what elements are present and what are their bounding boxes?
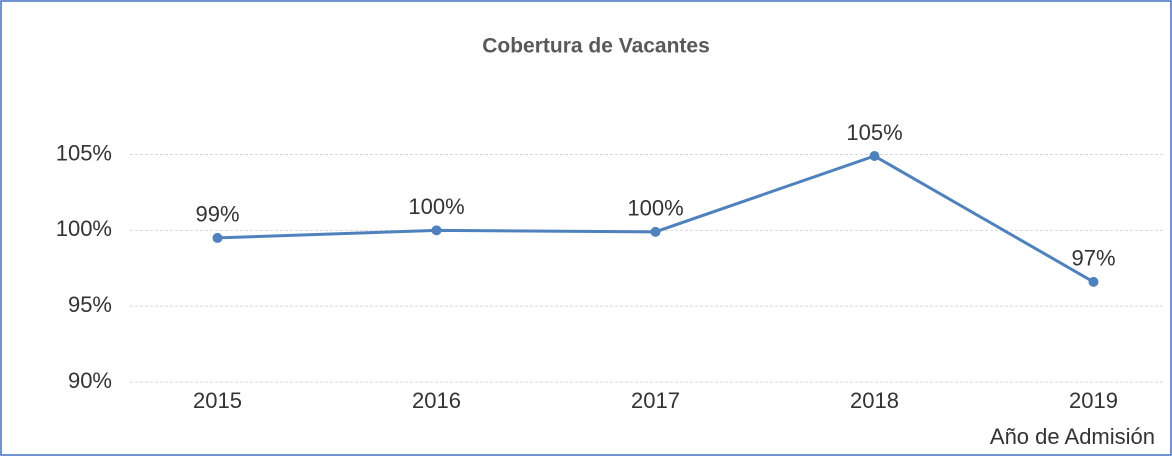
data-point <box>1088 276 1099 287</box>
x-tick-label: 2016 <box>412 388 461 413</box>
data-point <box>650 226 661 237</box>
x-tick-label: 2019 <box>1069 388 1118 413</box>
y-tick-label: 90% <box>68 368 112 393</box>
data-point <box>212 232 223 243</box>
x-tick-label: 2015 <box>193 388 242 413</box>
data-label: 100% <box>627 196 683 221</box>
data-label: 97% <box>1071 246 1115 271</box>
y-tick-label: 100% <box>56 216 112 241</box>
data-label: 100% <box>408 194 464 219</box>
x-tick-label: 2018 <box>850 388 899 413</box>
x-axis-label: Año de Admisión <box>990 424 1155 449</box>
data-point <box>869 151 880 162</box>
data-label: 105% <box>846 120 902 145</box>
chart-title: Cobertura de Vacantes <box>482 35 710 58</box>
x-tick-label: 2017 <box>631 388 680 413</box>
y-tick-label: 95% <box>68 292 112 317</box>
data-point <box>431 225 442 236</box>
data-label: 99% <box>195 202 239 227</box>
y-tick-label: 105% <box>56 140 112 165</box>
